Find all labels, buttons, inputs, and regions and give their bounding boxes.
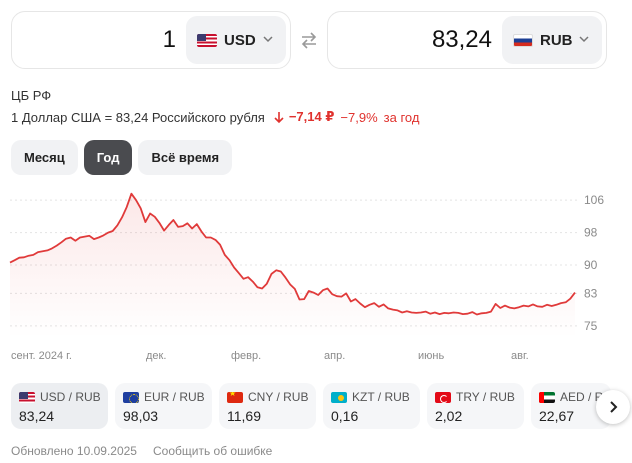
chevron-down-icon (263, 36, 273, 43)
arrow-down-icon (274, 111, 284, 123)
rate-change: −7,14 ₽ −7,9% за год (273, 109, 420, 125)
tab-year[interactable]: Год (83, 140, 133, 175)
chevron-right-icon (610, 401, 618, 413)
change-absolute: −7,14 ₽ (288, 109, 335, 124)
tab-all-time[interactable]: Всё время (138, 140, 233, 175)
change-period: за год (383, 109, 420, 125)
tile-usd-rub[interactable]: USD / RUB 83,24 (11, 383, 108, 429)
tile-cny-rub[interactable]: CNY / RUB 11,69 (219, 383, 316, 429)
to-amount-input[interactable]: 83,24 (431, 26, 492, 53)
y-tick-label: 83 (584, 286, 598, 300)
chart-line-series (9, 192, 576, 316)
tile-value: 0,16 (331, 408, 359, 424)
x-tick-label: февр. (231, 350, 261, 362)
to-currency-select[interactable]: RUB (502, 16, 602, 64)
tile-pair: KZT / RUB (352, 390, 410, 404)
rate-summary: 1 Доллар США = 83,24 Российского рубля −… (11, 109, 419, 125)
y-tick-label: 106 (584, 193, 604, 207)
us-flag-icon (197, 33, 217, 47)
change-percent: −7,9% (340, 109, 378, 125)
rate-text: 1 Доллар США = 83,24 Российского рубля (11, 109, 265, 125)
from-amount-box: 1 USD (11, 11, 291, 69)
tile-pair: TRY / RUB (456, 390, 515, 404)
updated-date: Обновлено 10.09.2025 (11, 444, 137, 458)
tr-flag-icon (435, 391, 451, 403)
x-tick-label: июнь (418, 350, 444, 362)
to-amount-box: 83,24 RUB (327, 11, 607, 69)
to-currency-code: RUB (540, 31, 573, 49)
tile-pair: USD / RUB (40, 390, 101, 404)
chevron-down-icon (579, 36, 589, 43)
tile-try-rub[interactable]: TRY / RUB 2,02 (427, 383, 524, 429)
swap-arrows-icon[interactable] (299, 30, 319, 50)
x-tick-label: дек. (146, 350, 166, 362)
period-tabs: Месяц Год Всё время (11, 140, 233, 175)
tiles-next-button[interactable] (596, 390, 630, 424)
y-tick-label: 75 (584, 319, 598, 333)
chart-area-fill (10, 193, 575, 338)
tile-kzt-rub[interactable]: KZT / RUB 0,16 (323, 383, 420, 429)
x-tick-label: сент. 2024 г. (11, 350, 72, 362)
eu-flag-icon (123, 391, 139, 403)
x-tick-label: апр. (324, 350, 345, 362)
ae-flag-icon (539, 391, 555, 403)
from-amount-input[interactable]: 1 (162, 26, 176, 53)
kz-flag-icon (331, 391, 347, 403)
tile-value: 11,69 (227, 408, 261, 424)
tile-pair: EUR / RUB (144, 390, 205, 404)
tile-value: 98,03 (123, 408, 159, 424)
from-currency-select[interactable]: USD (186, 16, 286, 64)
x-tick-label: авг. (511, 350, 529, 362)
rate-source: ЦБ РФ (11, 88, 52, 103)
tile-pair: CNY / RUB (248, 390, 309, 404)
tile-value: 2,02 (435, 408, 463, 424)
tile-value: 22,67 (539, 408, 575, 424)
currency-tiles: USD / RUB 83,24 EUR / RUB 98,03 CNY / RU… (11, 383, 611, 429)
footer: Обновлено 10.09.2025 Сообщить об ошибке (11, 444, 272, 458)
ru-flag-icon (513, 33, 533, 47)
tab-month[interactable]: Месяц (11, 140, 78, 175)
tile-value: 83,24 (19, 408, 55, 424)
y-tick-label: 98 (584, 226, 598, 240)
us-flag-icon (19, 391, 35, 403)
cn-flag-icon (227, 391, 243, 403)
report-error-link[interactable]: Сообщить об ошибке (152, 444, 273, 458)
rate-chart[interactable]: 106 98 90 83 75 сент. 2024 г. дек. февр. апр. ию… (0, 180, 632, 365)
from-currency-code: USD (224, 31, 256, 49)
tile-eur-rub[interactable]: EUR / RUB 98,03 (115, 383, 212, 429)
y-tick-label: 90 (584, 258, 598, 272)
